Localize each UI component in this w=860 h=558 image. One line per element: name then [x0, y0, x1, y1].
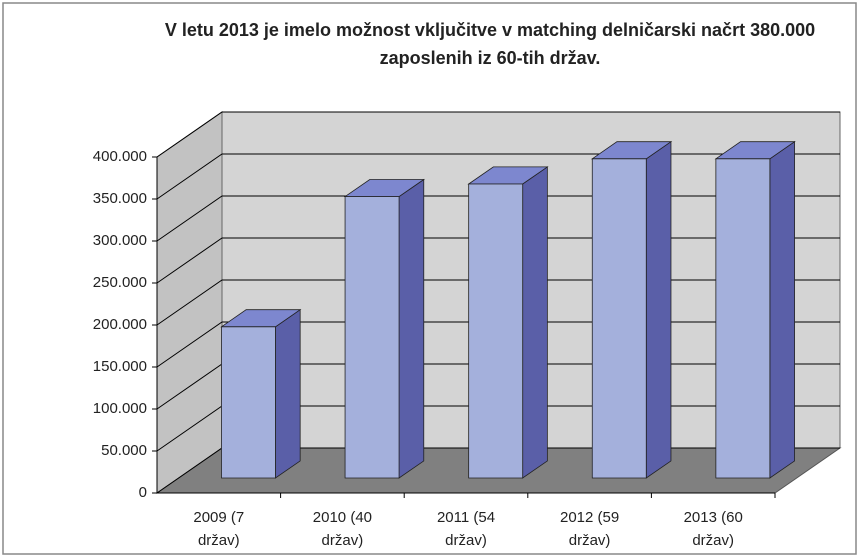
bar	[220, 308, 302, 479]
bar-side	[769, 140, 795, 479]
bar-side	[275, 308, 301, 479]
bar-side	[522, 166, 548, 479]
bar-front	[715, 158, 771, 479]
y-tick-label: 350.000	[93, 190, 147, 207]
bar-front	[344, 196, 400, 479]
bar	[467, 166, 549, 479]
x-tick-label: 2012 (59 držav)	[559, 509, 620, 549]
bar	[590, 140, 673, 479]
bar-side	[398, 178, 425, 479]
y-tick-label: 250.000	[93, 274, 147, 291]
bar-front	[468, 183, 524, 479]
x-tick-label: 2010 (40 držav)	[312, 509, 372, 549]
y-tick-label: 100.000	[93, 400, 147, 417]
bar-front	[221, 326, 276, 479]
bar-front	[591, 158, 647, 479]
x-tick-label: 2013 (60 držav)	[683, 509, 743, 549]
bar	[714, 140, 796, 479]
bar-side	[645, 140, 672, 479]
y-tick-label: 300.000	[93, 232, 147, 249]
y-tick-label: 0	[139, 484, 147, 501]
chart-title: V letu 2013 je imelo možnost vključitve …	[164, 20, 816, 68]
y-tick-label: 150.000	[93, 358, 147, 375]
x-tick-label: 2011 (54 držav)	[436, 509, 496, 549]
y-tick-label: 50.000	[101, 442, 147, 459]
y-tick-label: 400.000	[93, 148, 147, 165]
x-tick-label: 2009 (7 držav)	[193, 509, 245, 549]
bar	[343, 178, 426, 479]
grid-line	[156, 111, 840, 158]
y-tick-label: 200.000	[93, 316, 147, 333]
